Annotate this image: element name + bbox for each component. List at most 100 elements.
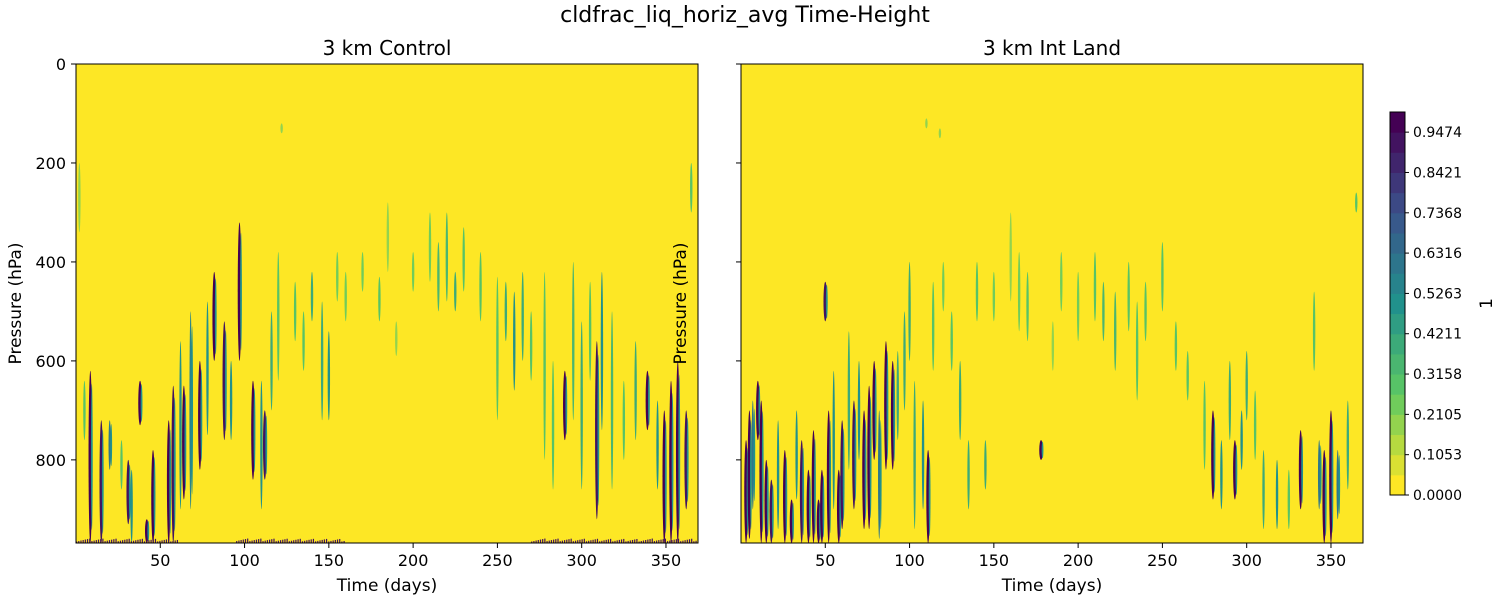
x-tick-label: 50 [150, 551, 170, 570]
heatmap-cell-streak [1051, 321, 1055, 371]
heatmap-cell-surface [315, 541, 317, 543]
colorbar-level [1390, 112, 1405, 133]
y-axis-label: Pressure (hPa) [6, 243, 26, 365]
colorbar-tick-label: 0.7368 [1413, 206, 1462, 222]
heatmap-cell-surface [124, 539, 126, 543]
heatmap-cell-surface [279, 540, 282, 543]
heatmap-cell-surface [141, 538, 143, 543]
heatmap-cell-surface [111, 539, 113, 543]
heatmap-cell-streak [83, 380, 86, 441]
heatmap-cell-surface [323, 539, 325, 543]
x-tick-label: 200 [1063, 551, 1094, 570]
colorbar-level [1390, 333, 1405, 355]
heatmap-cell-streak-edge [686, 417, 689, 502]
colorbar-tick-label: 0.6316 [1413, 246, 1462, 262]
heatmap-cell-streak [378, 276, 381, 322]
colorbar-level [1390, 374, 1405, 395]
heatmap-cell-surface [588, 540, 590, 543]
heatmap-cell-streak [610, 311, 614, 490]
heatmap-cell-streak [513, 291, 516, 391]
heatmap-cell-streak [1275, 459, 1279, 530]
heatmap-cell-streak [690, 162, 693, 213]
colorbar-level [1390, 414, 1405, 436]
colorbar-label: 1 [1477, 298, 1497, 309]
heatmap-cell-streak [1144, 281, 1147, 342]
heatmap-cell-surface [339, 538, 341, 543]
colorbar-level [1390, 474, 1405, 496]
colorbar: 0.0000 0.1053 0.2105 0.3158 0.4211 0.5263 0.63… [1389, 111, 1497, 504]
heatmap-cell-streak [908, 261, 911, 361]
heatmap-cell-streak [622, 380, 626, 460]
heatmap-cell-surface [561, 540, 564, 543]
heatmap-cell-surface [247, 538, 249, 543]
heatmap-cell-surface [319, 540, 321, 543]
heatmap-cell-streak [984, 440, 987, 490]
heatmap-cell-streak-edge [648, 375, 650, 426]
heatmap-cell-surface [108, 540, 111, 543]
heatmap-cell-streak [454, 271, 457, 312]
heatmap-cell-streak [913, 380, 916, 530]
heatmap-cell-streak [931, 281, 935, 371]
heatmap-cell-surface [660, 539, 662, 543]
heatmap-cell-surface [537, 540, 539, 543]
x-tick-label: 250 [1147, 551, 1178, 570]
heatmap-cell-streak-edge [224, 330, 227, 432]
heatmap-cell-streak-edge [678, 374, 681, 530]
heatmap-cell-surface [682, 540, 684, 543]
heatmap-cell-surface [157, 541, 159, 543]
heatmap-cell-surface [130, 541, 132, 543]
heatmap-cell-surface [620, 539, 623, 543]
x-tick-label: 350 [1316, 551, 1347, 570]
heatmap-cell-surface [542, 539, 544, 543]
heatmap-cell-streak [336, 252, 339, 302]
x-tick-label: 150 [314, 551, 345, 570]
heatmap-cell-streak [386, 202, 390, 272]
heatmap-cell-streak [437, 242, 440, 312]
heatmap-cell-surface [328, 541, 330, 543]
panel-title: 3 km Control [323, 36, 452, 60]
colorbar-level [1390, 394, 1405, 415]
heatmap-cell-surface [693, 541, 695, 543]
heatmap-cell-surface [286, 538, 288, 543]
heatmap-cell-streak [1317, 440, 1321, 510]
heatmap-cell-streak [878, 410, 881, 540]
heatmap-cell-surface [596, 538, 599, 543]
colorbar-level [1390, 293, 1405, 315]
heatmap-cell-streak [529, 311, 533, 381]
heatmap-cell-surface [555, 539, 557, 543]
heatmap-cell-surface [269, 539, 271, 543]
heatmap-cell-surface [163, 539, 165, 543]
heatmap-cell-surface [636, 538, 638, 543]
heatmap-cell-streak-edge [184, 394, 187, 491]
heatmap-cell-surface [91, 541, 93, 543]
heatmap-cell-streak-edge [785, 456, 788, 537]
heatmap-cell-surface [288, 541, 290, 543]
heatmap-cell-surface [601, 540, 603, 543]
heatmap-cell-surface [627, 540, 629, 543]
heatmap-cell-surface [139, 539, 141, 543]
heatmap-cell-surface [100, 539, 102, 543]
heatmap-cell-streak [1240, 410, 1243, 470]
heatmap-cell-surface [603, 540, 605, 543]
heatmap-cell-surface [242, 539, 244, 543]
heatmap-cell-streak [320, 301, 324, 421]
x-tick-label: 150 [979, 551, 1010, 570]
heatmap-cell-surface [132, 540, 135, 543]
heatmap-cell-streak-edge [565, 375, 568, 435]
heatmap-cell-streak [1312, 291, 1316, 371]
heatmap-cell-surface [325, 538, 328, 543]
heatmap-cell-streak [302, 311, 305, 371]
heatmap-cell-surface [585, 541, 588, 543]
y-tick-label: 0 [56, 55, 66, 74]
heatmap-cell-streak-edge [90, 383, 93, 531]
heatmap-cell-surface [638, 541, 640, 543]
heatmap-cell-streak-edge [761, 411, 764, 533]
heatmap-cell-surface [168, 538, 170, 543]
heatmap-cell-streak-edge [110, 423, 113, 467]
heatmap-cell-surface [680, 541, 682, 543]
heatmap-cell-surface [341, 541, 343, 543]
heatmap-cell-streak-edge [758, 385, 761, 436]
heatmap-cell-streak [634, 341, 637, 441]
heatmap-cell-surface [86, 539, 89, 543]
heatmap-cell-streak-edge [240, 232, 242, 351]
